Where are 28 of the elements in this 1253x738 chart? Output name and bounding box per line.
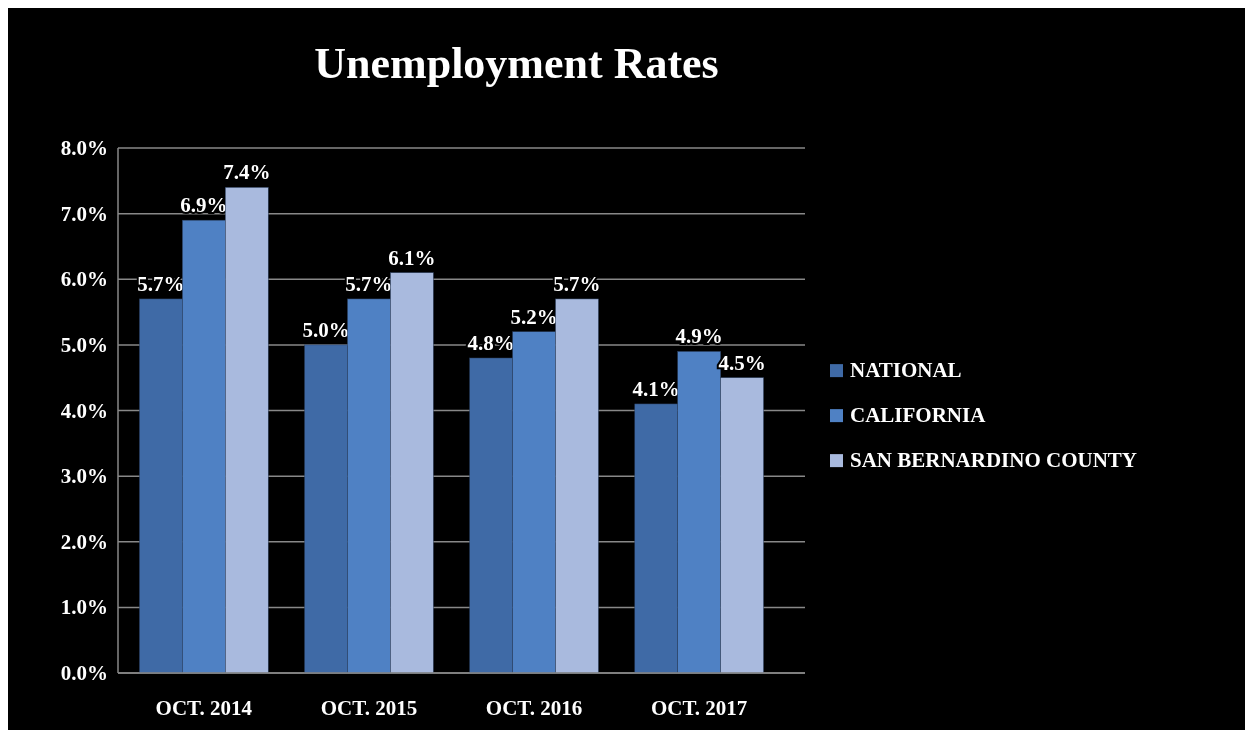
y-tick-label: 1.0%: [60, 595, 108, 620]
y-tick-label: 3.0%: [60, 464, 108, 489]
data-label: 4.8%: [467, 331, 515, 355]
legend-label: CALIFORNIA: [850, 403, 987, 428]
data-label: 5.7%: [553, 271, 601, 296]
data-label: 4.1%: [632, 376, 680, 401]
data-label: 5.2%: [510, 304, 558, 329]
data-label: 5.0%: [302, 317, 350, 342]
y-tick-label: 6.0%: [60, 267, 108, 292]
x-tick-label: OCT. 2017: [650, 696, 748, 720]
legend-label: SAN BERNARDINO COUNTY: [850, 448, 1138, 473]
data-label: 4.9%: [675, 324, 723, 349]
y-tick-label: 8.0%: [60, 136, 108, 160]
data-label: 5.7%: [345, 271, 393, 296]
chart-title: Unemployment Rates: [314, 39, 719, 88]
data-label: 5.7%: [137, 271, 185, 296]
data-label: 6.1%: [388, 245, 436, 270]
y-tick-label: 5.0%: [60, 332, 108, 357]
y-tick-label: 2.0%: [60, 529, 108, 554]
legend-label: NATIONAL: [850, 358, 962, 383]
data-label: 7.4%: [223, 160, 271, 185]
y-tick-label: 7.0%: [60, 201, 108, 226]
x-tick-label: OCT. 2015: [320, 696, 418, 720]
y-tick-label: 4.0%: [60, 398, 108, 423]
y-tick-label: 0.0%: [60, 661, 108, 685]
x-tick-label: OCT. 2014: [155, 696, 253, 720]
data-label: 6.9%: [180, 193, 228, 218]
x-tick-label: OCT. 2016: [485, 696, 583, 720]
